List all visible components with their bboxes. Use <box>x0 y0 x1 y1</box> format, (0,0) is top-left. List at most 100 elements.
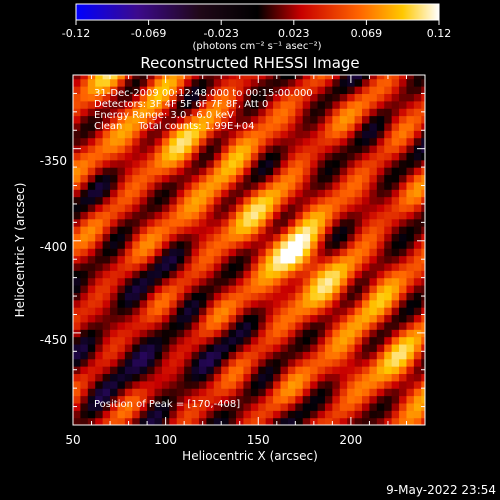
heatmap-cell <box>95 410 104 419</box>
heatmap-cell <box>421 410 425 419</box>
heatmap-cell <box>117 388 126 397</box>
heatmap-cell <box>243 255 252 264</box>
heatmap-cell <box>310 159 319 168</box>
heatmap-cell <box>206 218 215 227</box>
heatmap-cell <box>369 137 378 146</box>
heatmap-cell <box>287 380 296 389</box>
heatmap-cell <box>287 100 296 109</box>
heatmap-cell <box>258 218 267 227</box>
heatmap-cell <box>280 233 289 242</box>
heatmap-cell <box>213 145 222 153</box>
heatmap-cell <box>206 137 215 146</box>
heatmap-cell <box>206 402 215 411</box>
heatmap-cell <box>154 292 163 301</box>
heatmap-cell <box>228 307 237 316</box>
heatmap-cell <box>384 410 393 419</box>
heatmap-cell <box>147 226 156 235</box>
heatmap-cell <box>287 343 296 352</box>
heatmap-cell <box>369 351 378 360</box>
heatmap-cell <box>132 343 141 352</box>
heatmap-cell <box>324 152 333 161</box>
heatmap-cell <box>161 292 170 301</box>
heatmap-cell <box>198 373 207 382</box>
heatmap-cell <box>399 115 408 124</box>
colorbar-ticks <box>75 20 440 25</box>
heatmap-cell <box>399 307 408 316</box>
heatmap-cell <box>362 167 371 176</box>
heatmap-cell <box>80 189 89 198</box>
heatmap-cell <box>73 100 82 109</box>
heatmap-cell <box>124 211 133 220</box>
heatmap-cell <box>95 152 104 161</box>
heatmap-cell <box>295 255 304 264</box>
heatmap-cell <box>287 395 296 404</box>
heatmap-cell <box>139 218 148 227</box>
heatmap-cell <box>287 255 296 264</box>
heatmap-cell <box>213 358 222 367</box>
heatmap-cell <box>421 78 425 87</box>
heatmap-cell <box>354 167 363 176</box>
heatmap-cell <box>324 203 333 212</box>
heatmap-cell <box>191 233 200 242</box>
heatmap-cell <box>406 402 415 411</box>
heatmap-cell <box>132 270 141 279</box>
heatmap-cell <box>376 100 385 109</box>
heatmap-cell <box>80 196 89 205</box>
heatmap-cell <box>213 395 222 404</box>
heatmap-cell <box>384 115 393 124</box>
heatmap-cell <box>265 189 274 198</box>
heatmap-cell <box>347 130 356 139</box>
heatmap-cell <box>376 122 385 131</box>
heatmap-cell <box>132 314 141 323</box>
heatmap-cell <box>354 130 363 139</box>
heatmap-cell <box>184 189 193 198</box>
heatmap-cell <box>376 417 385 425</box>
heatmap-cell <box>206 358 215 367</box>
heatmap-cell <box>124 189 133 198</box>
heatmap-cell <box>324 78 333 87</box>
heatmap-cell <box>73 292 82 301</box>
heatmap-cell <box>117 196 126 205</box>
heatmap-cell <box>287 388 296 397</box>
heatmap-cell <box>87 159 96 168</box>
heatmap-cell <box>250 240 259 249</box>
heatmap-cell <box>184 75 193 80</box>
heatmap-cell <box>191 100 200 109</box>
heatmap-cell <box>184 380 193 389</box>
heatmap-cell <box>228 277 237 286</box>
heatmap-cell <box>399 395 408 404</box>
heatmap-cell <box>80 137 89 146</box>
heatmap-cell <box>132 211 141 220</box>
heatmap-cell <box>87 196 96 205</box>
heatmap-cell <box>161 248 170 257</box>
heatmap-cell <box>154 329 163 338</box>
heatmap-cell <box>347 226 356 235</box>
heatmap-cell <box>421 336 425 345</box>
heatmap-cell <box>80 262 89 271</box>
heatmap-cell <box>273 299 282 308</box>
heatmap-cell <box>384 285 393 293</box>
heatmap-cell <box>280 255 289 264</box>
heatmap-cell <box>332 211 341 220</box>
heatmap-cell <box>139 181 148 190</box>
heatmap-cell <box>324 292 333 301</box>
heatmap-cell <box>302 410 311 419</box>
heatmap-cell <box>369 78 378 87</box>
heatmap-cell <box>421 314 425 323</box>
heatmap-cell <box>391 211 400 220</box>
heatmap-cell <box>169 211 178 220</box>
heatmap-cell <box>369 410 378 419</box>
heatmap-cell <box>391 336 400 345</box>
heatmap-cell <box>110 329 119 338</box>
heatmap-cell <box>154 75 163 80</box>
heatmap-cell <box>273 196 282 205</box>
x-tick-label: 100 <box>154 433 177 447</box>
heatmap-cell <box>95 122 104 131</box>
heatmap-cell <box>250 122 259 131</box>
heatmap-cell <box>132 417 141 425</box>
heatmap-cell <box>258 388 267 397</box>
heatmap-cell <box>198 181 207 190</box>
heatmap-cell <box>198 233 207 242</box>
heatmap-cell <box>295 373 304 382</box>
heatmap-cell <box>147 307 156 316</box>
